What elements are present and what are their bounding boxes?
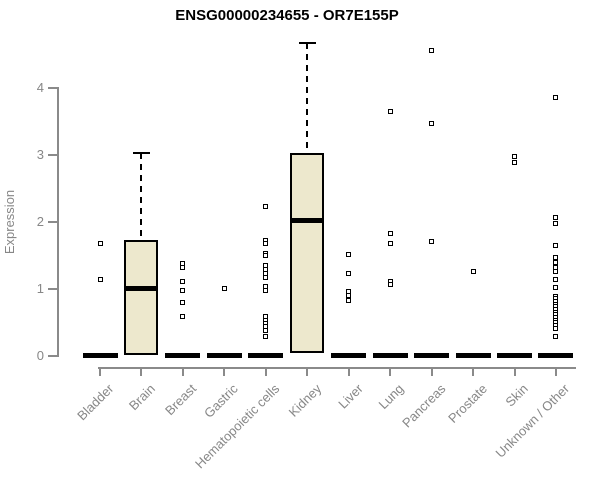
outlier-point [553,264,559,270]
x-tick [140,368,143,376]
y-tick [48,221,57,223]
outlier-point [263,327,269,333]
x-tick [513,368,516,376]
zero-bar [414,352,450,358]
outlier-point [263,253,269,259]
outlier-point [553,215,559,221]
outlier-point [263,240,269,246]
outlier-point [387,282,393,288]
y-tick-label: 2 [36,214,44,229]
x-tick-label: Lung [375,381,407,413]
zero-bar [82,352,118,358]
x-tick [472,368,475,376]
outlier-point [221,286,227,292]
x-tick-label: Gastric [201,381,241,421]
outlier-point [553,95,559,101]
outlier-point [553,334,559,340]
outlier-point [180,264,186,270]
zero-bar [372,352,408,358]
y-tick-label: 1 [36,281,44,296]
box [290,153,325,353]
x-tick [554,368,557,376]
outlier-point [387,109,393,115]
outlier-point [553,284,559,290]
outlier-point [387,230,393,236]
x-tick [99,368,101,376]
zero-bar [455,352,491,358]
x-tick [389,368,392,376]
outlier-point [346,252,352,257]
outlier-point [263,204,269,210]
y-axis [57,87,59,357]
y-tick [48,154,57,156]
y-tick [48,288,57,290]
outlier-point [180,288,186,294]
x-tick [181,368,184,376]
box-median [126,285,157,291]
x-tick-label: Breast [162,381,200,419]
zero-bar [206,352,242,358]
outlier-point [429,47,435,53]
outlier-point [387,240,393,246]
zero-bar [331,352,367,358]
x-tick-label: Pancreas [398,381,449,431]
box-median [292,217,323,223]
outlier-point [553,260,559,266]
outlier-point [97,277,103,283]
x-tick [223,368,226,376]
outlier-point [263,287,269,293]
whisker-cap [298,41,316,44]
outlier-point [180,314,186,320]
x-tick-label: Brain [125,381,159,414]
outlier-point [180,299,186,305]
y-tick-label: 0 [36,348,44,363]
y-tick [48,87,57,89]
chart-title: ENSG00000234655 - OR7E155P [175,7,399,24]
whisker-cap [132,151,150,154]
whisker [306,42,309,154]
whisker [140,152,143,240]
outlier-point [470,269,476,275]
zero-bar [248,352,284,358]
outlier-point [553,325,559,331]
outlier-point [263,274,269,280]
y-tick-label: 3 [36,147,44,162]
zero-bar [497,352,532,358]
y-tick [48,355,57,357]
outlier-point [429,120,435,126]
outlier-point [553,242,559,248]
zero-bar [165,352,201,358]
outlier-point [553,277,559,283]
outlier-point [553,220,559,226]
outlier-point [180,278,186,284]
outlier-point [553,269,559,275]
outlier-point [429,239,435,245]
x-tick-label: Liver [334,381,366,412]
x-tick-label: Kidney [285,381,324,420]
x-tick-label: Unknown / Other [492,381,573,461]
x-tick-label: Skin [502,381,532,410]
x-tick [306,368,309,376]
outlier-point [512,154,517,160]
x-tick [347,368,350,376]
outlier-point [346,297,352,303]
x-tick-label: Prostate [444,381,490,426]
outlier-point [97,240,103,246]
y-tick-label: 4 [36,80,44,95]
x-tick [430,368,433,376]
outlier-point [346,270,352,276]
outlier-point [346,292,352,298]
x-axis [98,367,576,369]
outlier-point [263,334,269,340]
outlier-point [512,159,517,165]
outlier-point [553,255,559,261]
zero-bar [538,352,574,358]
x-tick-label: Bladder [74,381,117,424]
x-tick [264,368,267,376]
box [124,239,159,355]
